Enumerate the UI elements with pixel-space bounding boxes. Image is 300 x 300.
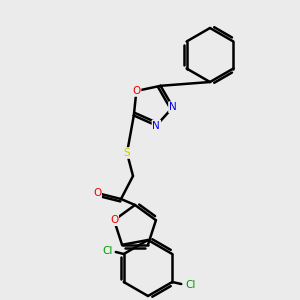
- Text: O: O: [93, 188, 101, 198]
- Text: O: O: [132, 86, 140, 96]
- Text: O: O: [110, 215, 118, 225]
- Text: N: N: [169, 102, 177, 112]
- Text: Cl: Cl: [103, 246, 113, 256]
- Text: N: N: [152, 121, 160, 130]
- Text: S: S: [124, 148, 130, 158]
- Text: Cl: Cl: [185, 280, 195, 290]
